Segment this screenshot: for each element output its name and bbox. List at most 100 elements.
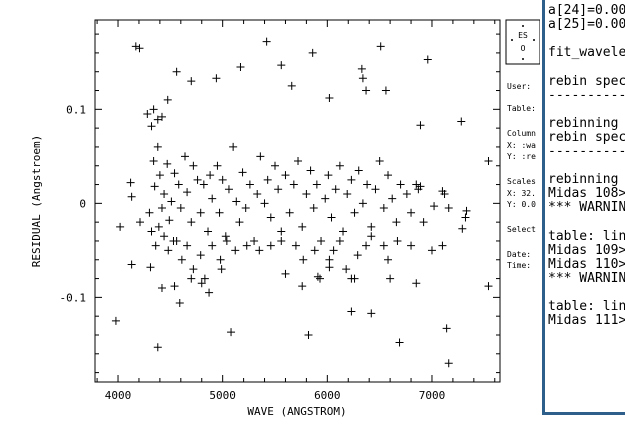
time-label: Time: <box>507 261 531 270</box>
data-point <box>412 180 421 189</box>
data-point <box>135 44 144 53</box>
data-point <box>302 189 311 198</box>
data-point <box>325 263 334 272</box>
data-point <box>358 199 367 208</box>
terminal-line: rebin spec <box>548 73 625 89</box>
data-point <box>362 86 371 95</box>
terminal-line: fit_wavele <box>548 45 625 61</box>
data-point <box>167 197 176 206</box>
data-point <box>169 236 178 245</box>
data-point <box>350 274 359 283</box>
data-point <box>371 185 380 194</box>
data-point <box>181 152 189 161</box>
data-point <box>213 161 222 170</box>
date-label: Date: <box>507 250 531 259</box>
data-point <box>176 204 185 213</box>
data-point <box>335 161 344 170</box>
scale-y-label: Y: 0.0 <box>507 200 536 209</box>
data-point <box>289 180 298 189</box>
x-tick-label: 5000 <box>209 389 236 402</box>
data-point <box>232 197 241 206</box>
data-point <box>238 168 247 177</box>
data-point <box>266 241 275 250</box>
data-point <box>335 236 344 245</box>
scales-label: Scales <box>507 177 536 186</box>
data-point <box>384 171 393 180</box>
data-point <box>419 218 428 227</box>
data-point <box>324 171 333 180</box>
data-point <box>164 246 173 255</box>
midas-terminal-window[interactable]: a[24]=0.00 a[25]=0.00 fit_wavele rebin spec… <box>542 0 625 415</box>
data-point <box>339 227 348 236</box>
data-point <box>260 199 269 208</box>
data-point <box>145 208 154 217</box>
data-point <box>427 246 436 255</box>
data-point <box>416 182 425 191</box>
data-point <box>444 204 453 213</box>
data-point <box>157 204 166 213</box>
data-point <box>430 202 439 211</box>
data-point <box>379 204 388 213</box>
data-point <box>196 208 205 217</box>
data-point <box>347 175 356 184</box>
data-point <box>255 246 264 255</box>
data-point <box>153 142 162 151</box>
data-point <box>285 208 294 217</box>
data-point <box>316 274 324 283</box>
data-point <box>343 189 352 198</box>
data-point <box>396 180 405 189</box>
data-point <box>216 255 225 264</box>
data-point <box>157 283 166 292</box>
data-point <box>362 241 371 250</box>
data-point <box>375 157 384 166</box>
data-point <box>304 330 313 339</box>
data-point <box>136 218 144 227</box>
data-point <box>379 241 388 250</box>
data-point <box>131 42 140 51</box>
terminal-line: Midas 109> <box>548 242 625 258</box>
data-point <box>206 171 215 180</box>
data-point <box>217 265 226 274</box>
y-tick-label: -0.1 <box>60 291 87 304</box>
terminal-line: table: lin <box>548 299 625 315</box>
data-point <box>309 204 318 213</box>
data-point <box>291 241 300 250</box>
data-point <box>376 42 385 51</box>
data-point <box>416 121 425 130</box>
select-label: Select <box>507 225 536 234</box>
data-point <box>298 282 307 291</box>
data-point <box>153 343 162 352</box>
terminal-line: a[25]=0.00 <box>548 17 625 33</box>
data-point <box>329 246 338 255</box>
data-point <box>357 64 366 73</box>
data-point <box>163 159 172 168</box>
data-point <box>147 122 156 131</box>
data-point <box>189 161 198 170</box>
data-point <box>187 218 196 227</box>
data-point <box>208 194 217 203</box>
data-point <box>227 328 236 337</box>
data-point <box>221 232 230 241</box>
data-point <box>274 185 283 194</box>
data-point <box>155 171 164 180</box>
x-tick-label: 6000 <box>314 389 341 402</box>
data-point <box>363 180 372 189</box>
data-point <box>229 142 238 151</box>
data-point <box>342 265 351 274</box>
data-point <box>367 232 376 241</box>
eso-logo: ES O <box>511 25 535 60</box>
data-point <box>143 110 152 119</box>
terminal-line: ---------- <box>548 87 625 103</box>
data-point <box>313 272 322 281</box>
data-point <box>160 232 169 241</box>
data-point <box>222 236 231 245</box>
info-panel: ES O User: Table: Column X: :wa Y: :re S… <box>505 19 540 270</box>
data-point <box>193 175 202 184</box>
data-point <box>325 255 334 264</box>
data-point <box>277 61 286 70</box>
data-point <box>440 189 449 198</box>
data-point <box>183 241 192 250</box>
data-point <box>277 227 286 236</box>
data-point <box>393 236 402 245</box>
data-point <box>407 241 416 250</box>
